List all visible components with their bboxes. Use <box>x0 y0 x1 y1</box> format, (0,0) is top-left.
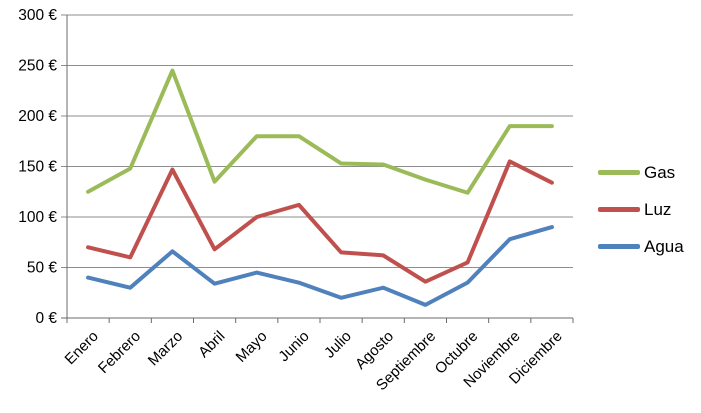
legend-label-gas: Gas <box>644 163 676 182</box>
series-line-luz <box>86 159 554 284</box>
y-tick-label: 50 € <box>27 260 58 277</box>
series-line-gas <box>86 68 554 195</box>
legend-label-luz: Luz <box>644 200 672 219</box>
x-tick-label: Febrero <box>95 328 144 377</box>
y-tick-label: 100 € <box>18 209 57 226</box>
legend: Gas Luz Agua <box>598 160 684 271</box>
x-tick-label: Mayo <box>233 328 271 366</box>
x-tick-label: Enero <box>62 328 102 368</box>
y-tick-label: 250 € <box>18 58 57 75</box>
x-tick-label: Junio <box>275 328 312 365</box>
series-line-agua <box>86 225 554 307</box>
gas-line-swatch <box>598 170 640 175</box>
plot-area: 0 € 50 € 100 € 150 € 200 € 250 € 300 € EneroFeb… <box>18 7 574 394</box>
legend-item-gas: Gas <box>598 160 684 185</box>
y-tick-label: 0 € <box>35 310 57 327</box>
legend-label-agua: Agua <box>644 237 684 256</box>
legend-item-agua: Agua <box>598 234 684 259</box>
x-tick-label: Julio <box>321 328 355 362</box>
agua-line-swatch <box>598 244 640 249</box>
y-tick-label: 300 € <box>18 7 57 24</box>
x-tick-label: Abril <box>195 328 228 361</box>
x-tick-label: Marzo <box>145 328 186 369</box>
luz-line-swatch <box>598 207 640 212</box>
legend-item-luz: Luz <box>598 197 684 222</box>
y-tick-label: 200 € <box>18 108 57 125</box>
y-tick-label: 150 € <box>18 159 57 176</box>
